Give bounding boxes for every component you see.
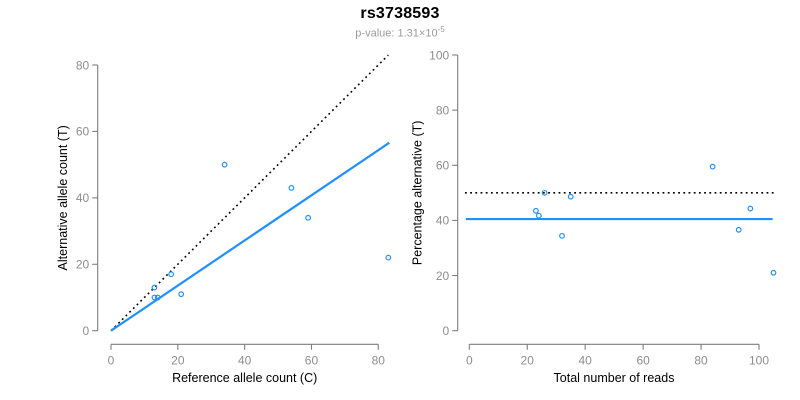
x-tick-label: 60 xyxy=(305,354,319,368)
data-point xyxy=(535,212,542,219)
y-tick-label: 40 xyxy=(436,214,450,228)
fit-line xyxy=(110,141,390,332)
data-point xyxy=(288,184,295,191)
y-tick-label: 0 xyxy=(443,324,450,338)
x-tick-label: 80 xyxy=(694,354,708,368)
x-tick-label: 20 xyxy=(521,354,535,368)
data-point xyxy=(151,284,158,291)
data-point xyxy=(305,214,312,221)
data-point xyxy=(747,205,754,212)
y-axis-title: Percentage alternative (T) xyxy=(411,121,425,266)
x-tick-label: 40 xyxy=(579,354,593,368)
x-tick-label: 100 xyxy=(749,354,769,368)
y-tick-label: 60 xyxy=(76,125,90,139)
y-axis: 0 20 40 60 80 100 xyxy=(429,48,459,338)
data-point xyxy=(168,271,175,278)
x-axis-title: Reference allele count (C) xyxy=(172,371,317,385)
x-tick-label: 0 xyxy=(466,354,473,368)
panel-right: 0 20 40 60 80 100 Percentage alternative (T) 0 2… xyxy=(411,48,777,385)
y-tick-label: 60 xyxy=(436,159,450,173)
x-tick-label: 40 xyxy=(238,354,252,368)
data-point xyxy=(533,207,539,214)
data-point xyxy=(154,294,161,301)
y-tick-label: 0 xyxy=(83,324,90,338)
y-tick-label: 80 xyxy=(76,58,90,72)
data-point xyxy=(385,254,392,261)
y-axis: 0 20 40 60 80 xyxy=(76,58,99,338)
p-value-text: p-value: 1.31×10 xyxy=(355,27,438,40)
x-tick-label: 80 xyxy=(372,354,386,368)
page-title: rs3738593 xyxy=(360,5,440,22)
data-point xyxy=(709,163,716,170)
x-axis: 0 20 40 60 80 100 xyxy=(466,343,769,368)
x-axis-title: Total number of reads xyxy=(554,371,675,385)
p-value-exponent: -5 xyxy=(437,25,445,34)
y-tick-label: 100 xyxy=(429,48,449,62)
y-tick-label: 40 xyxy=(76,191,90,205)
data-point xyxy=(541,189,548,196)
data-point xyxy=(770,269,777,276)
x-tick-label: 60 xyxy=(636,354,650,368)
y-axis-title: Alternative allele count (T) xyxy=(56,125,70,270)
x-tick-label: 20 xyxy=(171,354,185,368)
x-tick-label: 0 xyxy=(108,354,115,368)
p-value-subtitle: p-value: 1.31×10-5 xyxy=(0,25,800,40)
data-point xyxy=(559,232,565,239)
panel-left: 0 20 40 60 80 Alternative allele count (T) 0 20… xyxy=(56,54,392,385)
data-point xyxy=(735,226,742,233)
data-point xyxy=(178,291,185,298)
data-point xyxy=(151,294,158,301)
y-tick-label: 20 xyxy=(436,269,450,283)
y-tick-label: 80 xyxy=(436,103,450,117)
data-point xyxy=(567,193,574,200)
y-tick-label: 20 xyxy=(76,258,90,272)
data-point xyxy=(221,161,228,168)
x-axis: 0 20 40 60 80 xyxy=(108,343,386,368)
